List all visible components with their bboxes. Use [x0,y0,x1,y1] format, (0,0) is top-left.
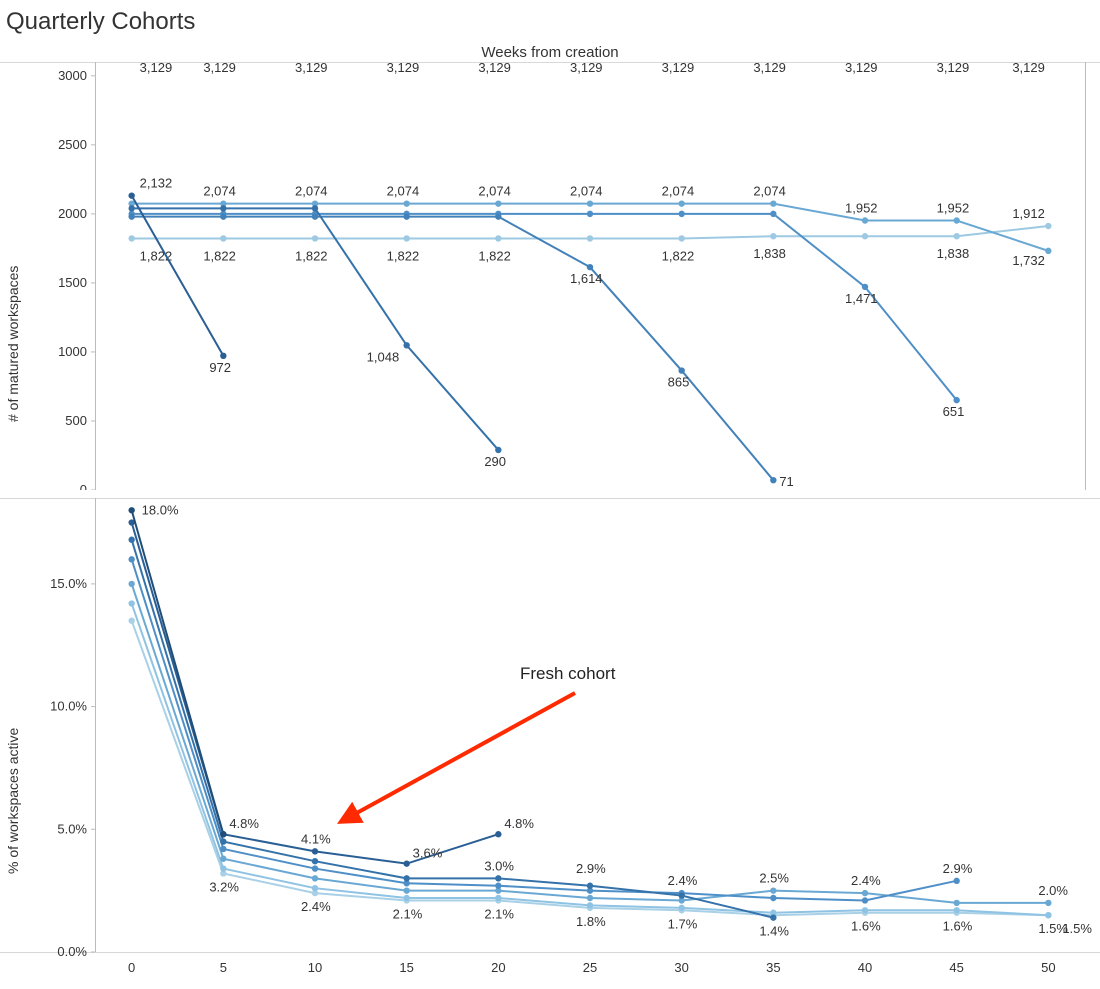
svg-text:2.4%: 2.4% [851,873,881,888]
svg-text:1.4%: 1.4% [759,924,789,939]
svg-text:2,132: 2,132 [140,176,173,191]
svg-text:1000: 1000 [58,344,87,359]
svg-text:1,838: 1,838 [753,246,786,261]
svg-text:1,952: 1,952 [937,200,970,215]
svg-text:18.0%: 18.0% [142,502,179,517]
svg-text:3,129: 3,129 [478,62,511,75]
svg-text:40: 40 [858,960,872,975]
svg-text:4.8%: 4.8% [504,816,534,831]
svg-text:3000: 3000 [58,68,87,83]
svg-text:20: 20 [491,960,505,975]
chart-title: Quarterly Cohorts [6,8,195,36]
svg-text:2,074: 2,074 [478,184,511,199]
svg-text:3,129: 3,129 [387,62,420,75]
x-axis-title: Weeks from creation [0,44,1100,61]
svg-text:3.2%: 3.2% [209,879,239,894]
svg-text:1.8%: 1.8% [576,914,606,929]
svg-text:972: 972 [209,360,231,375]
svg-text:1,952: 1,952 [845,200,878,215]
svg-text:# of matured workspaces: # of matured workspaces [5,266,21,422]
svg-text:2.5%: 2.5% [759,871,789,886]
svg-text:1.5%: 1.5% [1062,921,1092,936]
svg-text:3,129: 3,129 [203,62,236,75]
svg-text:3,129: 3,129 [662,62,695,75]
svg-text:10: 10 [308,960,322,975]
svg-text:3.0%: 3.0% [484,858,514,873]
svg-text:0.0%: 0.0% [57,944,87,959]
svg-text:1,048: 1,048 [367,349,400,364]
svg-text:10.0%: 10.0% [50,699,87,714]
svg-text:2,074: 2,074 [203,184,236,199]
svg-text:% of workspaces active: % of workspaces active [5,728,21,874]
svg-text:1500: 1500 [58,275,87,290]
svg-text:1.7%: 1.7% [668,916,698,931]
svg-text:2000: 2000 [58,206,87,221]
svg-text:2,074: 2,074 [570,184,603,199]
svg-text:3,129: 3,129 [937,62,970,75]
svg-text:0: 0 [128,960,135,975]
svg-text:3,129: 3,129 [570,62,603,75]
svg-text:1,822: 1,822 [387,248,420,263]
svg-text:71: 71 [779,474,793,489]
svg-text:2.9%: 2.9% [943,861,973,876]
svg-text:3.6%: 3.6% [413,846,443,861]
svg-text:2,074: 2,074 [662,184,695,199]
svg-text:5: 5 [220,960,227,975]
svg-text:1,822: 1,822 [662,248,695,263]
svg-text:5.0%: 5.0% [57,821,87,836]
svg-text:2.4%: 2.4% [668,873,698,888]
svg-text:3,129: 3,129 [1012,62,1045,75]
svg-text:1.6%: 1.6% [851,919,881,934]
svg-text:865: 865 [668,375,690,390]
svg-text:2,074: 2,074 [387,184,420,199]
svg-text:4.1%: 4.1% [301,831,331,846]
svg-text:4.8%: 4.8% [229,816,259,831]
svg-text:1,822: 1,822 [203,248,236,263]
svg-text:1.6%: 1.6% [943,919,973,934]
svg-text:3,129: 3,129 [140,62,173,75]
svg-text:3,129: 3,129 [845,62,878,75]
svg-text:3,129: 3,129 [753,62,786,75]
chart-pct-active: 0.0% 5.0% 10.0% 15.0% 0 5 10 15 20 25 30 35 40 45 50 % … [0,494,1100,979]
svg-text:35: 35 [766,960,780,975]
svg-text:0: 0 [80,482,87,490]
svg-text:1,822: 1,822 [295,248,328,263]
svg-text:1,822: 1,822 [478,248,511,263]
svg-text:1,732: 1,732 [1012,253,1045,268]
svg-text:15: 15 [399,960,413,975]
svg-text:45: 45 [949,960,963,975]
svg-text:500: 500 [65,413,87,428]
svg-text:1,838: 1,838 [937,246,970,261]
svg-text:15.0%: 15.0% [50,576,87,591]
svg-text:1,614: 1,614 [570,271,603,286]
svg-text:1,471: 1,471 [845,291,878,306]
svg-text:50: 50 [1041,960,1055,975]
svg-text:2.4%: 2.4% [301,899,331,914]
svg-text:2.1%: 2.1% [393,906,423,921]
svg-text:2.1%: 2.1% [484,906,514,921]
svg-text:2.0%: 2.0% [1038,883,1068,898]
svg-text:290: 290 [484,454,506,469]
svg-text:3,129: 3,129 [295,62,328,75]
svg-text:2500: 2500 [58,137,87,152]
svg-text:25: 25 [583,960,597,975]
svg-text:2,074: 2,074 [295,184,328,199]
svg-text:30: 30 [674,960,688,975]
svg-text:1,912: 1,912 [1012,206,1045,221]
svg-text:2.9%: 2.9% [576,861,606,876]
svg-text:2,074: 2,074 [753,184,786,199]
chart-matured-workspaces: 0 500 1000 1500 2000 2500 3000 # of matured wor… [0,62,1100,490]
svg-text:651: 651 [943,404,965,419]
